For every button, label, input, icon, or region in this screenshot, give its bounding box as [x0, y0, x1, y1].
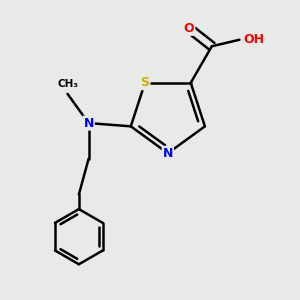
- Text: OH: OH: [243, 33, 264, 46]
- Text: S: S: [140, 76, 149, 89]
- Text: O: O: [184, 22, 194, 35]
- Text: CH₃: CH₃: [57, 79, 78, 89]
- Text: N: N: [163, 147, 173, 160]
- Text: N: N: [83, 117, 94, 130]
